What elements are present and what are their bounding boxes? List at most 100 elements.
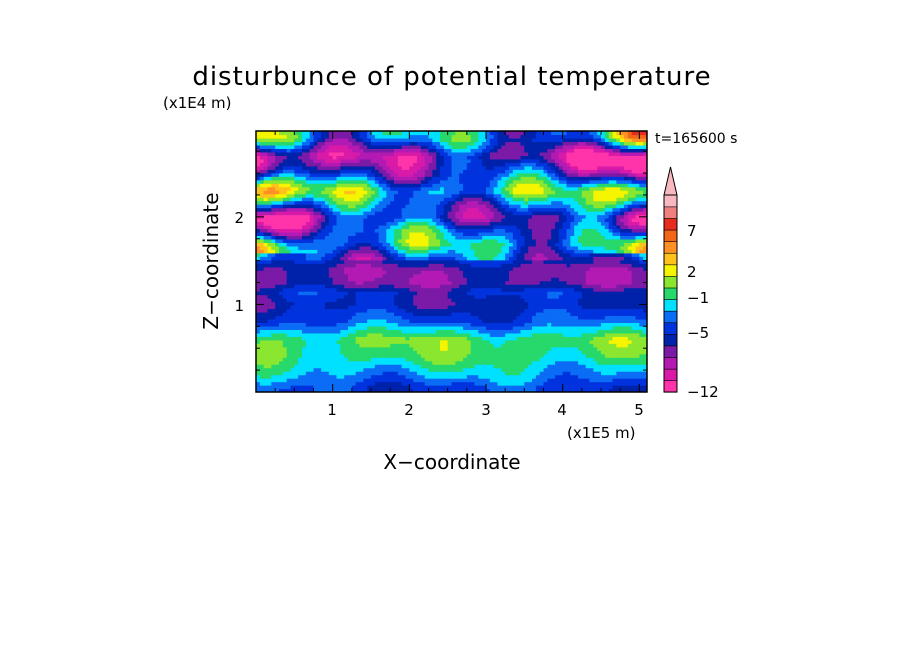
field-cell xyxy=(451,325,456,330)
field-cell xyxy=(466,284,472,289)
field-cell xyxy=(528,273,533,278)
field-cell xyxy=(501,353,506,358)
field-cell xyxy=(474,266,479,271)
field-cell xyxy=(539,231,545,236)
field-cell xyxy=(336,350,341,355)
field-cell xyxy=(597,291,602,296)
field-cell xyxy=(275,235,280,240)
field-cell xyxy=(466,346,472,351)
field-cell xyxy=(443,266,449,271)
field-cell xyxy=(443,249,449,254)
field-cell xyxy=(482,294,487,299)
field-cell xyxy=(436,273,441,278)
field-cell xyxy=(390,256,395,261)
field-cell xyxy=(520,364,525,369)
field-cell xyxy=(263,273,269,278)
field-cell xyxy=(509,322,514,327)
field-cell xyxy=(282,252,288,257)
field-cell xyxy=(639,235,644,240)
field-cell xyxy=(294,259,299,264)
field-cell xyxy=(635,242,640,247)
field-cell xyxy=(585,245,591,250)
field-cell xyxy=(321,287,326,292)
field-cell xyxy=(532,252,537,257)
field-cell xyxy=(593,329,598,334)
field-cell xyxy=(566,224,571,230)
field-cell xyxy=(620,308,625,313)
field-cell xyxy=(440,353,445,358)
field-cell xyxy=(470,371,476,376)
field-cell xyxy=(428,381,433,386)
field-cell xyxy=(440,357,445,362)
field-cell xyxy=(374,231,380,236)
field-cell xyxy=(263,228,269,233)
field-cell xyxy=(528,277,533,282)
contour-field xyxy=(256,131,647,392)
field-cell xyxy=(321,231,326,236)
field-cell xyxy=(516,381,522,386)
field-cell xyxy=(620,346,625,351)
field-cell xyxy=(275,374,280,379)
field-cell xyxy=(374,273,380,278)
field-cell xyxy=(382,242,387,247)
field-cell xyxy=(597,294,602,299)
field-cell xyxy=(340,364,345,369)
field-cell xyxy=(505,329,510,334)
field-cell xyxy=(351,259,357,264)
field-cell xyxy=(578,381,583,386)
field-cell xyxy=(286,371,292,376)
field-cell xyxy=(447,350,453,355)
field-cell xyxy=(631,235,637,240)
field-cell xyxy=(355,305,361,310)
field-cell xyxy=(351,350,357,355)
field-cell xyxy=(428,374,433,379)
field-cell xyxy=(570,301,575,306)
field-cell xyxy=(371,346,376,351)
field-cell xyxy=(424,332,430,337)
field-cell xyxy=(390,224,395,230)
field-cell xyxy=(386,322,391,327)
field-cell xyxy=(539,329,545,334)
field-cell xyxy=(512,252,518,257)
field-cell xyxy=(608,263,614,268)
field-cell xyxy=(474,339,479,344)
field-cell xyxy=(486,346,491,351)
field-cell xyxy=(420,301,426,306)
field-cell xyxy=(627,364,633,369)
field-cell xyxy=(631,252,637,257)
field-cell xyxy=(509,329,514,334)
field-cell xyxy=(528,270,533,275)
field-cell xyxy=(302,280,307,285)
field-cell xyxy=(624,284,629,289)
field-cell xyxy=(486,343,491,348)
field-cell xyxy=(443,277,449,282)
field-cell xyxy=(593,238,598,243)
field-cell xyxy=(382,221,387,226)
field-cell xyxy=(493,350,499,355)
field-cell xyxy=(493,367,499,372)
field-cell xyxy=(267,242,272,247)
field-cell xyxy=(282,318,288,323)
field-cell xyxy=(478,287,483,292)
field-cell xyxy=(351,357,357,362)
field-cell xyxy=(627,270,633,275)
field-cell xyxy=(466,249,472,254)
field-cell xyxy=(428,242,433,247)
field-cell xyxy=(528,259,533,264)
field-cell xyxy=(397,221,403,226)
field-cell xyxy=(551,329,556,334)
field-cell xyxy=(547,325,552,330)
field-cell xyxy=(547,353,552,358)
field-cell xyxy=(340,388,345,392)
field-cell xyxy=(275,287,280,292)
field-cell xyxy=(620,325,625,330)
field-cell xyxy=(374,221,380,226)
field-cell xyxy=(332,315,338,320)
field-cell xyxy=(371,315,376,320)
field-cell xyxy=(470,221,476,226)
field-cell xyxy=(286,249,292,254)
field-cell xyxy=(608,266,614,271)
field-cell xyxy=(466,298,472,303)
field-cell xyxy=(574,388,579,392)
field-cell xyxy=(328,291,334,296)
